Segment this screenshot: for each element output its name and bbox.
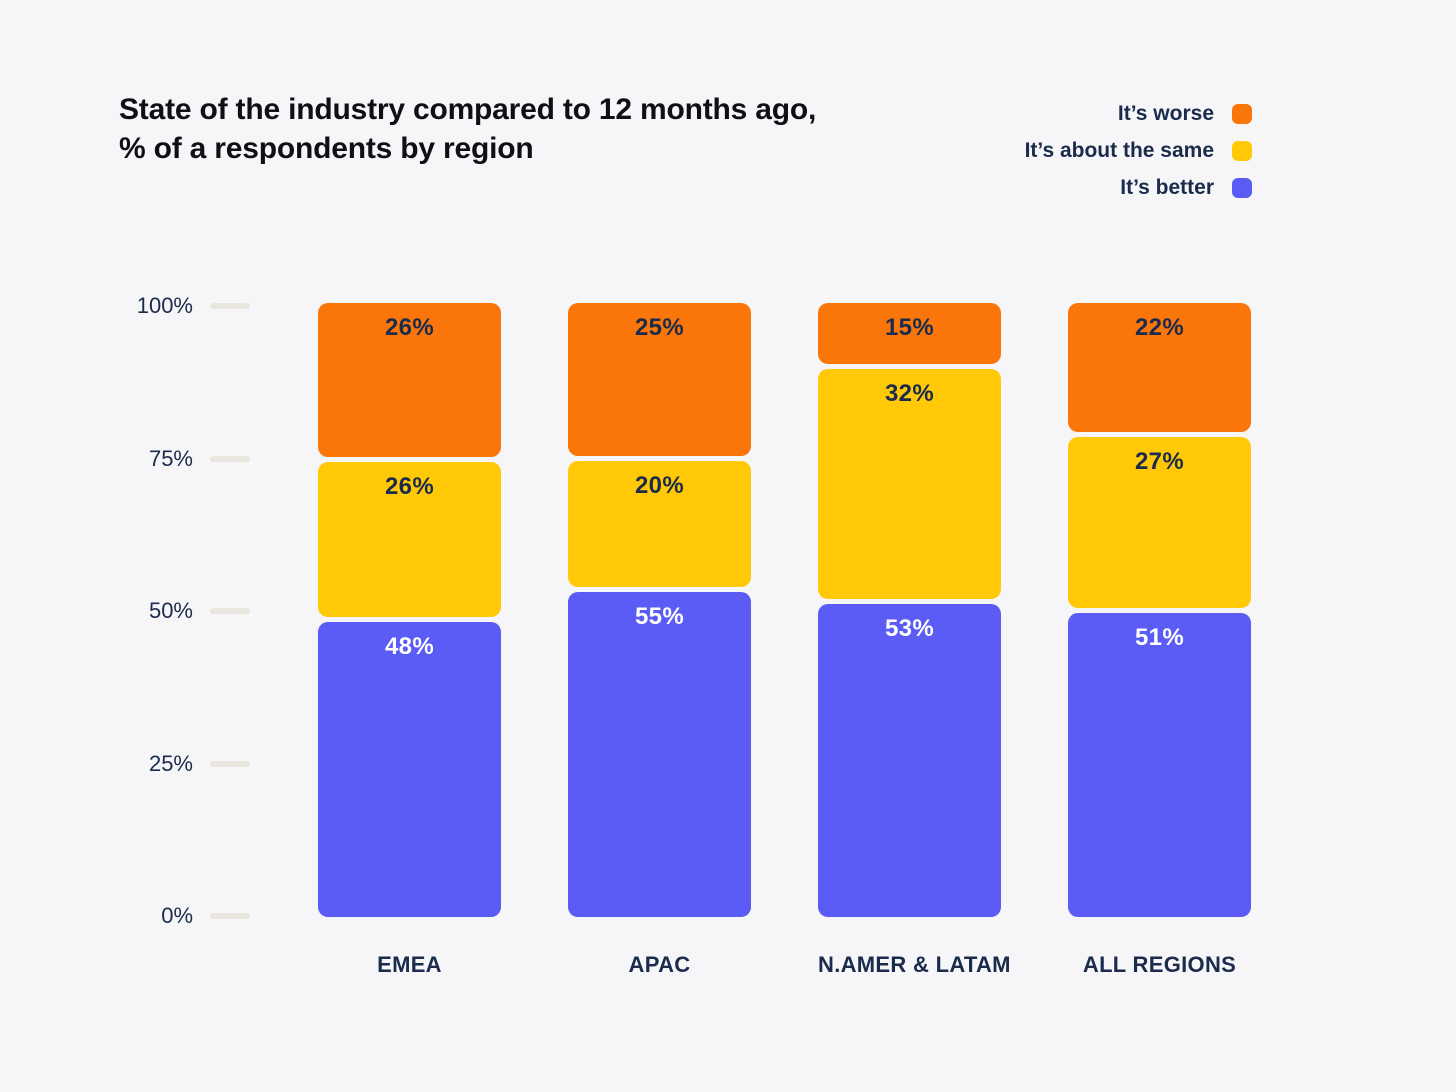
bar-value-label: 55% <box>635 603 684 631</box>
bar-value-label: 15% <box>885 314 934 341</box>
x-axis-label: EMEA <box>377 952 442 977</box>
chart-title-line1: State of the industry compared to 12 mon… <box>119 93 817 126</box>
x-axis-label: APAC <box>628 952 691 977</box>
y-axis-tick <box>210 303 250 309</box>
bar-value-label: 32% <box>885 380 934 408</box>
bar-segment: 27% <box>1068 436 1251 608</box>
chart-title-line2: % of a respondents by region <box>119 132 534 165</box>
y-axis-label: 0% <box>161 903 193 928</box>
stacked-bar: 15% 32% 53% <box>818 303 1001 918</box>
bars: 26% 26% 48% 25% 20% 55% 15% 32% 53% 22% 27% 51% <box>318 303 1251 918</box>
bar-value-label: 48% <box>385 633 434 661</box>
legend-swatch <box>1232 140 1252 161</box>
stacked-bar: 26% 26% 48% <box>318 303 501 917</box>
bar-segment: 25% <box>568 303 751 457</box>
x-axis: EMEA APAC N.AMER & LATAM ALL REGIONS <box>318 952 1251 978</box>
bar-segment: 53% <box>818 604 1001 918</box>
x-axis-label: N.AMER & LATAM <box>818 952 1011 977</box>
legend-label: It’s worse <box>1117 101 1214 125</box>
bar-segment: 26% <box>318 303 501 458</box>
y-axis-tick <box>210 455 250 462</box>
bar-value-label: 26% <box>385 314 434 341</box>
legend-swatch <box>1232 177 1252 198</box>
bar-segment: 55% <box>568 592 751 917</box>
bar-value-label: 26% <box>385 473 434 501</box>
bar-segment: 22% <box>1068 303 1251 432</box>
bar-value-label: 51% <box>1135 623 1184 651</box>
y-axis-label: 75% <box>148 445 193 471</box>
legend: It’s worse It’s about the same It’s better <box>1024 101 1252 199</box>
bar-value-label: 53% <box>885 615 934 643</box>
legend-item: It’s about the same <box>1024 138 1252 162</box>
legend-label: It’s about the same <box>1024 138 1214 162</box>
bar-segment: 20% <box>568 461 751 588</box>
bar-value-label: 25% <box>635 314 684 341</box>
bar-value-label: 22% <box>1135 314 1184 341</box>
bar-segment: 15% <box>818 303 1001 365</box>
chart-title: State of the industry compared to 12 mon… <box>119 90 816 168</box>
legend-item: It’s worse <box>1117 101 1252 125</box>
bar-segment: 26% <box>318 462 501 618</box>
y-axis-tick <box>210 608 250 614</box>
y-axis-label: 100% <box>136 293 193 318</box>
y-axis-label: 50% <box>148 598 193 623</box>
bar-segment: 51% <box>1068 612 1251 917</box>
bar-value-label: 20% <box>635 472 684 500</box>
y-axis-tick <box>210 760 250 767</box>
stacked-bar: 22% 27% 51% <box>1068 303 1251 917</box>
bar-value-label: 27% <box>1135 447 1184 475</box>
x-axis-label: ALL REGIONS <box>1082 952 1237 977</box>
legend-item: It’s better <box>1120 175 1252 199</box>
bar-segment: 32% <box>818 369 1001 600</box>
stacked-bar: 25% 20% 55% <box>568 303 751 917</box>
bar-segment: 48% <box>318 622 501 917</box>
y-axis-tick <box>210 913 250 919</box>
y-axis-label: 25% <box>148 750 193 776</box>
legend-swatch <box>1232 103 1252 124</box>
legend-label: It’s better <box>1120 175 1214 199</box>
